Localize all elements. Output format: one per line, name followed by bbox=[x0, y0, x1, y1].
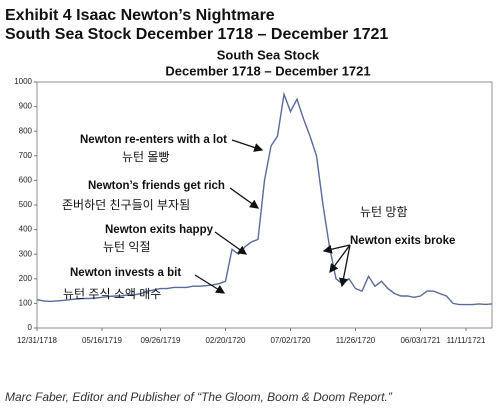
annotation: 뉴턴 망함 bbox=[360, 205, 408, 219]
y-tick-label: 900 bbox=[19, 102, 33, 111]
y-tick-label: 0 bbox=[28, 323, 33, 332]
y-tick-label: 500 bbox=[19, 200, 33, 209]
y-tick-label: 1000 bbox=[14, 77, 32, 86]
y-tick-label: 700 bbox=[19, 151, 33, 160]
x-tick-label: 06/03/1721 bbox=[400, 336, 441, 345]
arrows bbox=[194, 139, 351, 294]
annotation: Newton exits happy bbox=[105, 224, 214, 236]
x-tick-label: 09/26/1719 bbox=[140, 336, 181, 345]
y-tick-label: 800 bbox=[19, 126, 33, 135]
annotation: Newton’s friends get rich bbox=[88, 180, 225, 192]
header: South Sea Stock December 1718 – December… bbox=[5, 26, 388, 43]
annotation: 뉴턴 몰빵 bbox=[122, 150, 170, 164]
y-tick-label: 100 bbox=[19, 299, 33, 308]
chart-title: South Sea Stock bbox=[217, 47, 320, 62]
y-tick-label: 300 bbox=[19, 249, 33, 258]
y-tick-label: 600 bbox=[19, 176, 33, 185]
annotation: Newton invests a bit bbox=[70, 267, 181, 279]
x-tick-label: 07/02/1720 bbox=[270, 336, 311, 345]
header: Exhibit 4 Isaac Newton’s Nightmare bbox=[5, 7, 275, 24]
x-tick-label: 11/26/1720 bbox=[336, 336, 376, 345]
annotation: Newton re-enters with a lot bbox=[80, 134, 227, 146]
price-line bbox=[36, 91, 493, 306]
x-tick-label: 11/11/1721 bbox=[447, 336, 486, 345]
x-tick-label: 12/31/1718 bbox=[17, 336, 58, 345]
x-tick-label: 05/16/1719 bbox=[82, 336, 123, 345]
annotation: 뉴턴 주식 소액 매수 bbox=[63, 287, 161, 301]
annotation: 존버하던 친구들이 부자됨 bbox=[62, 198, 190, 212]
x-tick-label: 02/20/1720 bbox=[205, 336, 246, 345]
plot: 0 100 200 300 400 500 600 700 800 900 1000 12/31/17… bbox=[14, 77, 493, 345]
footer: Marc Faber, Editor and Publisher of “The… bbox=[5, 390, 393, 404]
y-tick-label: 200 bbox=[19, 274, 33, 283]
annotation: 뉴턴 익절 bbox=[103, 240, 151, 254]
y-tick-label: 400 bbox=[19, 225, 33, 234]
chart-subtitle: December 1718 – December 1721 bbox=[165, 63, 370, 78]
annotation: Newton exits broke bbox=[350, 235, 455, 247]
